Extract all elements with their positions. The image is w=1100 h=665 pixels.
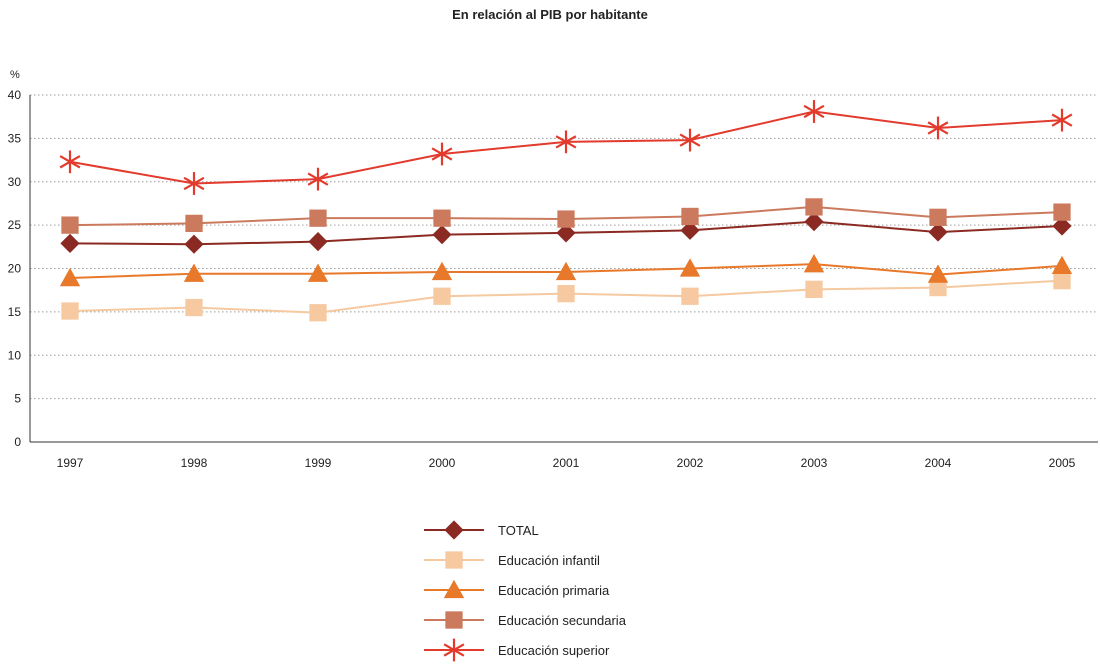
x-tick-label: 2003 (801, 456, 828, 470)
legend-item: TOTAL (424, 520, 539, 540)
y-tick-label: 10 (8, 348, 22, 362)
y-tick-label: 5 (14, 392, 21, 406)
legend-marker (443, 579, 465, 599)
data-point (556, 223, 576, 243)
data-point (432, 225, 452, 245)
data-point (183, 263, 205, 282)
series-4 (59, 100, 1073, 195)
legend-label: Educación primaria (498, 583, 610, 598)
legend: TOTAL Educación infantil Educación primari… (424, 520, 627, 662)
legend-marker (445, 611, 463, 629)
legend-item: Educación superior (424, 638, 610, 662)
x-tick-label: 1999 (305, 456, 332, 470)
data-point (555, 261, 577, 281)
data-point (929, 208, 947, 226)
data-point (1051, 255, 1073, 275)
data-point (307, 263, 329, 282)
y-tick-label: 20 (8, 262, 22, 276)
x-tick-label: 2002 (677, 456, 704, 470)
series-0 (60, 212, 1072, 254)
data-point (433, 287, 451, 305)
data-point (680, 220, 700, 240)
data-point (309, 304, 327, 322)
legend-marker (445, 551, 463, 569)
data-point (803, 253, 825, 273)
x-tick-label: 2001 (553, 456, 580, 470)
data-point (804, 212, 824, 232)
y-tick-label: 40 (8, 88, 22, 102)
series-1 (61, 272, 1071, 322)
legend-label: Educación secundaria (498, 613, 627, 628)
data-point (431, 261, 453, 281)
data-point (927, 116, 949, 140)
legend-marker (444, 520, 464, 540)
axis-layer: 0 5 10 15 20 25 30 35 40 1997 1998 1999 2000 2001 2002… (8, 88, 1098, 470)
data-point (929, 278, 947, 297)
data-point (307, 167, 329, 191)
series-3 (61, 198, 1071, 234)
data-point (308, 232, 328, 252)
x-tick-label: 2005 (1049, 456, 1076, 470)
data-point (1053, 272, 1071, 290)
data-point (185, 214, 203, 233)
data-point (184, 234, 204, 254)
x-tick-label: 1997 (57, 456, 84, 470)
data-point (1051, 108, 1073, 132)
y-tick-label: 35 (8, 131, 22, 145)
data-point (61, 302, 79, 320)
data-point (309, 209, 327, 227)
legend-label: Educación superior (498, 643, 610, 658)
data-point (679, 128, 701, 152)
data-point (183, 172, 205, 195)
data-point (557, 285, 575, 303)
y-tick-label: 30 (8, 175, 22, 189)
data-point (185, 298, 203, 317)
data-point (681, 287, 699, 305)
legend-item: Educación secundaria (424, 611, 627, 629)
data-point (59, 150, 81, 174)
data-point (61, 216, 79, 234)
legend-label: TOTAL (498, 523, 539, 538)
data-point (1052, 216, 1072, 236)
data-point (928, 222, 948, 242)
legend-marker (443, 638, 465, 662)
data-point (431, 142, 453, 166)
data-point (681, 207, 699, 226)
data-point (59, 267, 81, 287)
y-tick-label: 0 (14, 435, 21, 449)
data-point (433, 209, 451, 227)
data-point (805, 198, 823, 216)
x-tick-label: 1998 (181, 456, 208, 470)
data-point (60, 233, 80, 253)
x-tick-label: 2004 (925, 456, 952, 470)
data-point (803, 100, 825, 123)
y-axis-unit-label: % (10, 69, 20, 81)
x-tick-label: 2000 (429, 456, 456, 470)
data-point (927, 264, 949, 283)
y-tick-label: 25 (8, 218, 22, 232)
data-point (1053, 203, 1071, 221)
data-point (555, 130, 577, 154)
y-tick-label: 15 (8, 305, 22, 319)
legend-label: Educación infantil (498, 553, 600, 568)
data-point (805, 280, 823, 298)
chart-title: En relación al PIB por habitante (452, 7, 648, 22)
legend-item: Educación infantil (424, 551, 600, 569)
data-point (557, 210, 575, 228)
series-layer (59, 100, 1073, 322)
legend-item: Educación primaria (424, 579, 610, 599)
series-2 (59, 253, 1073, 287)
data-point (679, 258, 701, 277)
